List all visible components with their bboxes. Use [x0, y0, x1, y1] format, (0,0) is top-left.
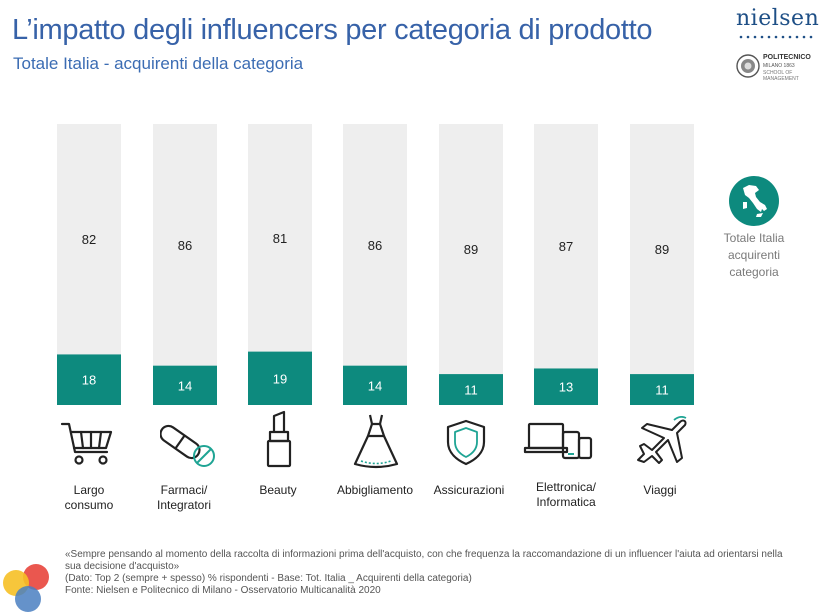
data-label-top2: 11 — [655, 383, 669, 398]
data-label-top2: 11 — [464, 383, 478, 398]
category-label-line: Farmaci/ — [160, 483, 208, 497]
shield-icon — [446, 419, 486, 466]
legend-label-line: acquirenti — [727, 248, 781, 262]
page-title: L’impatto degli influencers per categori… — [12, 14, 653, 46]
bar-segment-rest — [343, 124, 407, 366]
category-label-viaggi: Viaggi — [605, 483, 715, 498]
category-label-line: consumo — [64, 498, 114, 512]
data-label-top2: 18 — [82, 373, 96, 388]
footnote: «Sempre pensando al momento della raccol… — [65, 549, 785, 597]
data-label-rest: 82 — [82, 232, 96, 247]
category-label-line: Viaggi — [643, 483, 677, 497]
bar-segment-rest — [630, 124, 694, 375]
data-label-top2: 14 — [178, 378, 192, 393]
italy-map-icon — [743, 185, 767, 217]
legend-label: Totale Italia acquirenti categoria — [714, 230, 794, 281]
bar-segment-top2 — [534, 368, 598, 405]
bar-segment-rest — [439, 124, 503, 375]
page-subtitle: Totale Italia - acquirenti della categor… — [13, 54, 304, 73]
nielsen-logo-dots — [739, 35, 813, 39]
dress-icon — [353, 414, 399, 469]
shopping-cart-icon — [60, 422, 113, 465]
bar-segment-top2 — [57, 354, 121, 405]
category-label-line: Largo — [73, 483, 105, 497]
category-label-line: Abbigliamento — [336, 483, 414, 497]
category-label-line: Integratori — [156, 498, 212, 512]
legend-label-line: categoria — [729, 265, 779, 279]
bar-segment-top2 — [153, 365, 217, 405]
lipstick-icon — [266, 410, 292, 468]
politecnico-logo-city: MILANO 1863 — [763, 63, 795, 69]
bar-segment-top2 — [248, 351, 312, 405]
category-label-line: Beauty — [259, 483, 297, 497]
category-label-assicurazioni: Assicurazioni — [414, 483, 524, 498]
category-label-line: Informatica — [536, 495, 596, 509]
legend-marker — [729, 176, 779, 226]
politecnico-logo-icon — [736, 54, 760, 78]
category-label-elettronica: Elettronica/ Informatica — [511, 480, 621, 510]
category-label-beauty: Beauty — [223, 483, 333, 498]
data-label-rest: 89 — [464, 242, 478, 257]
bar-segment-top2 — [630, 374, 694, 405]
category-label-largo-consumo: Largo consumo — [34, 483, 144, 513]
bar-segment-top2 — [439, 374, 503, 405]
category-label-line: Assicurazioni — [433, 483, 505, 497]
footnote-base: (Dato: Top 2 (sempre + spesso) % rispond… — [65, 573, 472, 584]
category-label-abbigliamento: Abbigliamento — [320, 483, 430, 498]
data-label-rest: 86 — [178, 238, 192, 253]
politecnico-logo-school: SCHOOL OF MANAGEMENT — [763, 70, 799, 82]
airplane-icon — [637, 416, 687, 464]
data-label-rest: 87 — [559, 239, 573, 254]
nielsen-logo: nielsen — [736, 6, 820, 31]
data-label-rest: 89 — [655, 242, 669, 257]
category-label-farmaci: Farmaci/ Integratori — [129, 483, 239, 513]
footnote-question: «Sempre pensando al momento della raccol… — [65, 549, 783, 572]
bar-segment-top2 — [343, 365, 407, 405]
bar-segment-rest — [534, 124, 598, 369]
brand-circles-icon — [3, 564, 49, 612]
politecnico-logo-name: POLITECNICO — [763, 54, 811, 61]
category-label-line: Elettronica/ — [535, 480, 597, 494]
pill-icon — [160, 424, 215, 467]
bar-segment-rest — [57, 124, 121, 355]
footnote-source: Fonte: Nielsen e Politecnico di Milano -… — [65, 585, 381, 596]
bar-segment-rest — [248, 124, 312, 352]
devices-icon — [523, 422, 593, 460]
data-label-top2: 13 — [559, 380, 573, 395]
data-label-top2: 19 — [273, 371, 287, 386]
data-label-rest: 86 — [368, 238, 382, 253]
data-label-top2: 14 — [368, 378, 382, 393]
legend-label-line: Totale Italia — [723, 231, 785, 245]
data-label-rest: 81 — [273, 231, 287, 246]
bar-segment-rest — [153, 124, 217, 366]
